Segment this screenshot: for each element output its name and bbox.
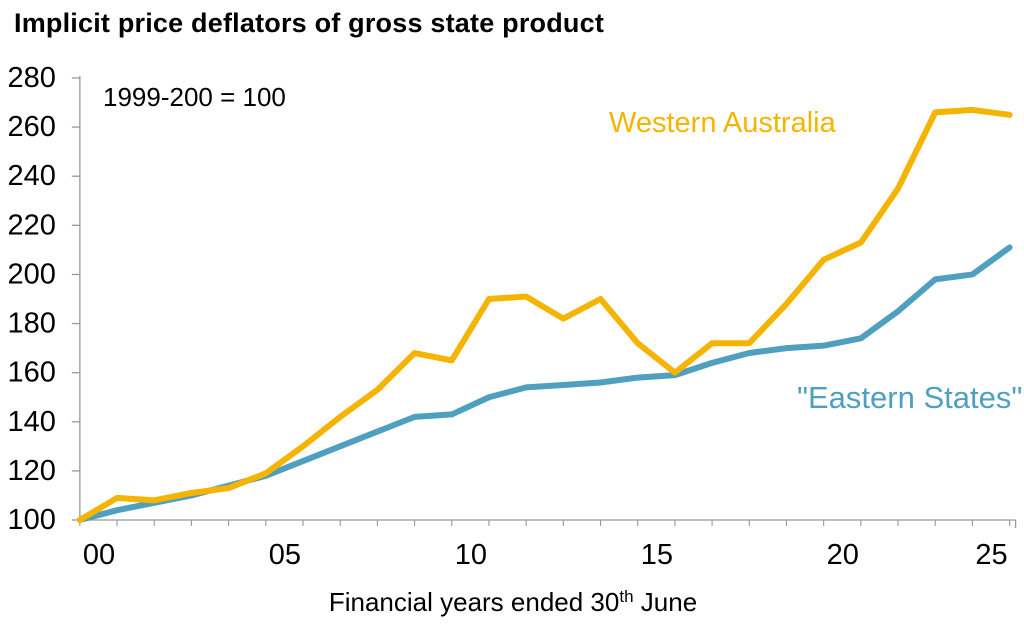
svg-text:00: 00 [83, 539, 115, 571]
svg-text:120: 120 [7, 455, 55, 487]
svg-text:260: 260 [7, 111, 55, 143]
svg-text:200: 200 [7, 258, 55, 290]
svg-text:10: 10 [455, 539, 487, 571]
svg-text:1999-200 = 100: 1999-200 = 100 [103, 82, 286, 112]
svg-text:25: 25 [975, 539, 1007, 571]
svg-text:"Eastern States": "Eastern States" [797, 380, 1022, 415]
svg-text:280: 280 [7, 62, 55, 94]
svg-text:05: 05 [269, 539, 301, 571]
svg-text:20: 20 [827, 539, 859, 571]
svg-text:Financial years ended 30th Jun: Financial years ended 30th June [329, 587, 697, 618]
svg-text:140: 140 [7, 406, 55, 438]
svg-text:240: 240 [7, 160, 55, 192]
svg-text:220: 220 [7, 209, 55, 241]
svg-text:15: 15 [641, 539, 673, 571]
svg-text:180: 180 [7, 308, 55, 340]
svg-text:100: 100 [7, 504, 55, 536]
svg-text:Western Australia: Western Australia [609, 107, 837, 139]
svg-text:160: 160 [7, 357, 55, 389]
